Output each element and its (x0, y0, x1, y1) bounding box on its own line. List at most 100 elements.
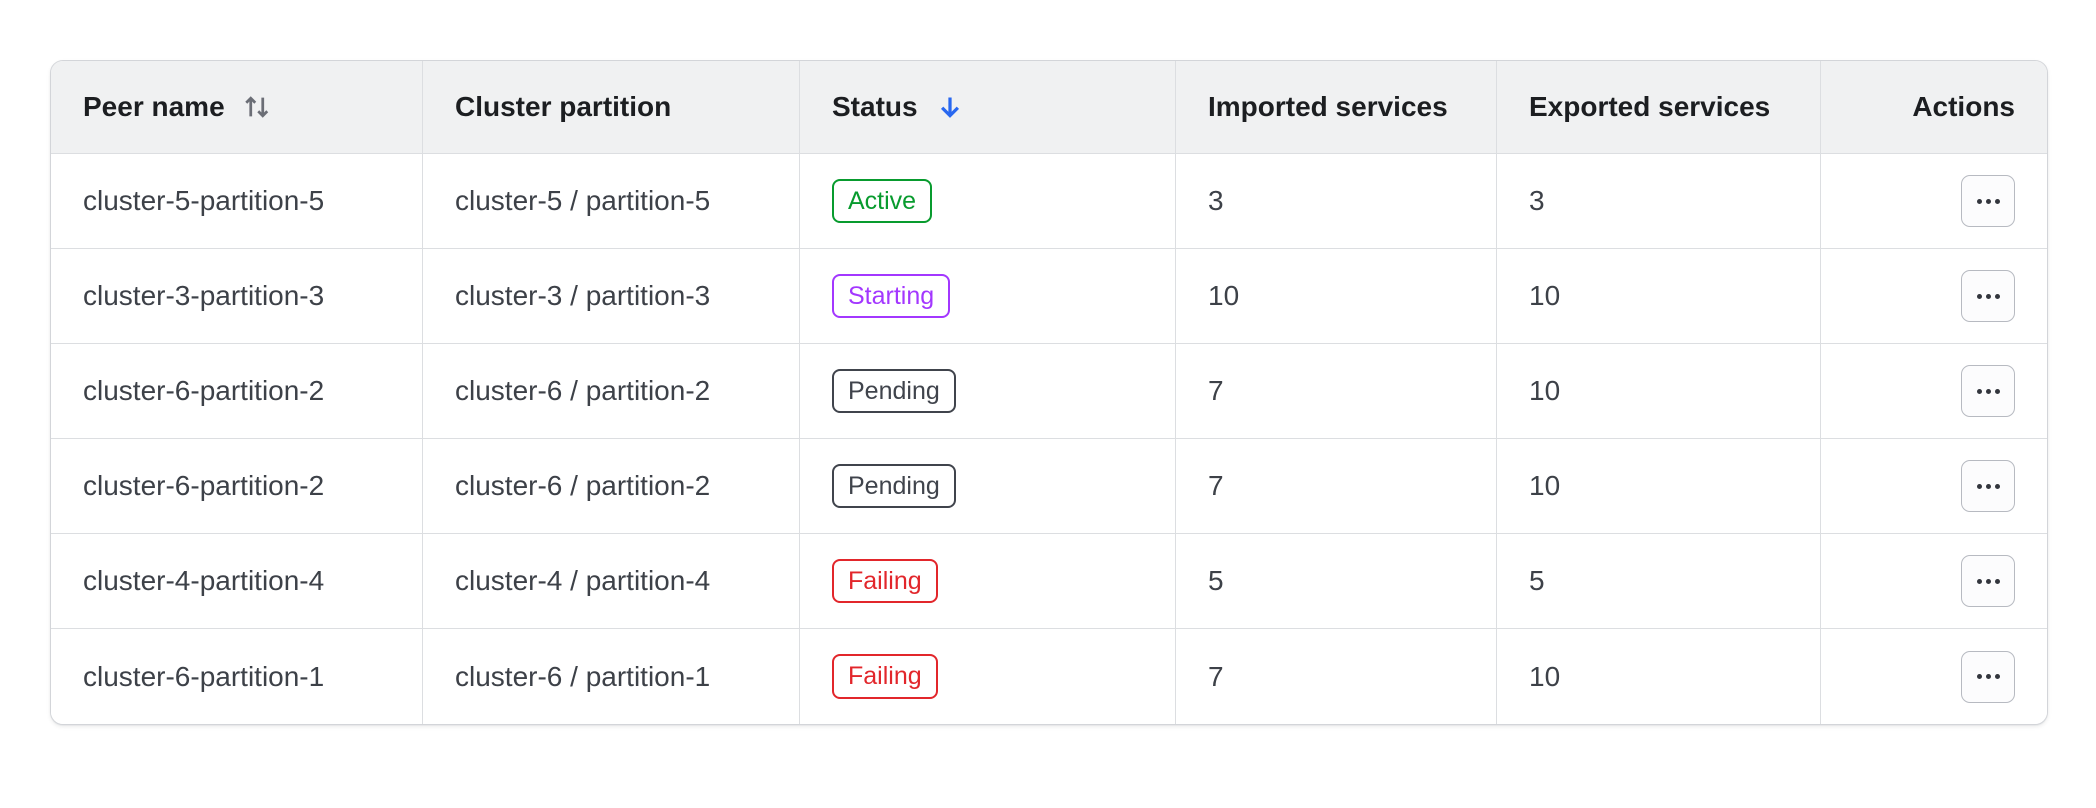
table-row: cluster-3-partition-3 cluster-3 / partit… (51, 249, 2047, 344)
actions-cell (1821, 629, 2047, 724)
column-header-cluster-partition: Cluster partition (423, 61, 800, 154)
status-badge: Pending (832, 463, 956, 509)
peer-name-cell: cluster-6-partition-2 (51, 344, 423, 439)
imported-services-value: 7 (1208, 660, 1224, 692)
peer-name-cell: cluster-3-partition-3 (51, 249, 423, 344)
imported-services-cell: 7 (1176, 439, 1497, 534)
ellipsis-icon (1976, 388, 2000, 394)
exported-services-cell: 5 (1497, 534, 1821, 629)
peer-name-cell: cluster-4-partition-4 (51, 534, 423, 629)
exported-services-cell: 10 (1497, 249, 1821, 344)
peer-name-cell: cluster-6-partition-2 (51, 439, 423, 534)
table-row: cluster-6-partition-2 cluster-6 / partit… (51, 439, 2047, 534)
exported-services-cell: 10 (1497, 344, 1821, 439)
row-actions-button[interactable] (1961, 270, 2015, 322)
exported-services-value: 5 (1529, 565, 1545, 596)
status-badge: Starting (832, 273, 951, 319)
actions-cell (1821, 249, 2047, 344)
column-header-imported-services: Imported services (1176, 61, 1497, 154)
imported-services-cell: 3 (1176, 154, 1497, 249)
exported-services-value: 10 (1529, 375, 1561, 406)
imported-services-value: 7 (1208, 375, 1224, 406)
status-cell: Failing (800, 629, 1176, 724)
imported-services-value: 7 (1208, 470, 1224, 501)
table-row: cluster-6-partition-1 cluster-6 / partit… (51, 629, 2047, 724)
column-label-status: Status (832, 91, 918, 122)
actions-cell (1821, 344, 2047, 439)
cluster-partition-text: cluster-6 / partition-2 (455, 470, 711, 501)
status-badge: Active (832, 178, 933, 224)
exported-services-cell: 3 (1497, 154, 1821, 249)
cluster-partition-cell: cluster-6 / partition-1 (423, 629, 800, 724)
cluster-partition-cell: cluster-4 / partition-4 (423, 534, 800, 629)
peer-name-text: cluster-3-partition-3 (83, 280, 325, 311)
cluster-partition-text: cluster-6 / partition-1 (455, 660, 711, 692)
actions-cell (1821, 534, 2047, 629)
column-label-cluster-partition: Cluster partition (455, 91, 672, 122)
ellipsis-icon (1976, 198, 2000, 204)
imported-services-cell: 5 (1176, 534, 1497, 629)
table-row: cluster-5-partition-5 cluster-5 / partit… (51, 154, 2047, 249)
status-cell: Pending (800, 344, 1176, 439)
peers-table-card: Peer name Cluster partit (50, 60, 2048, 725)
actions-cell (1821, 439, 2047, 534)
cluster-partition-text: cluster-5 / partition-5 (455, 185, 711, 216)
column-label-peer-name: Peer name (83, 91, 225, 122)
cluster-partition-text: cluster-4 / partition-4 (455, 565, 711, 596)
row-actions-button[interactable] (1961, 460, 2015, 512)
cluster-partition-text: cluster-3 / partition-3 (455, 280, 711, 311)
actions-cell (1821, 154, 2047, 249)
cluster-partition-cell: cluster-5 / partition-5 (423, 154, 800, 249)
ellipsis-icon (1976, 483, 2000, 489)
peer-name-text: cluster-4-partition-4 (83, 565, 325, 596)
peer-name-text: cluster-6-partition-2 (83, 375, 325, 406)
status-badge: Pending (832, 368, 956, 414)
column-header-status[interactable]: Status (800, 61, 1176, 154)
peers-table: Peer name Cluster partit (51, 61, 2047, 724)
ellipsis-icon (1976, 674, 2000, 679)
peer-name-cell: cluster-6-partition-1 (51, 629, 423, 724)
cluster-partition-text: cluster-6 / partition-2 (455, 375, 711, 406)
cluster-partition-cell: cluster-6 / partition-2 (423, 439, 800, 534)
column-label-imported-services: Imported services (1208, 91, 1448, 122)
status-cell: Active (800, 154, 1176, 249)
imported-services-value: 5 (1208, 565, 1224, 596)
ellipsis-icon (1976, 578, 2000, 584)
peer-name-text: cluster-6-partition-1 (83, 660, 325, 692)
exported-services-cell: 10 (1497, 629, 1821, 724)
sort-descending-icon[interactable] (935, 92, 965, 122)
cluster-partition-cell: cluster-6 / partition-2 (423, 344, 800, 439)
cluster-partition-cell: cluster-3 / partition-3 (423, 249, 800, 344)
row-actions-button[interactable] (1961, 175, 2015, 227)
imported-services-value: 3 (1208, 185, 1224, 216)
ellipsis-icon (1976, 293, 2000, 299)
row-actions-button[interactable] (1961, 365, 2015, 417)
column-header-actions: Actions (1821, 61, 2047, 154)
column-header-peer-name[interactable]: Peer name (51, 61, 423, 154)
exported-services-value: 10 (1529, 660, 1561, 692)
exported-services-value: 10 (1529, 280, 1561, 311)
exported-services-cell: 10 (1497, 439, 1821, 534)
exported-services-value: 3 (1529, 185, 1545, 216)
status-cell: Starting (800, 249, 1176, 344)
imported-services-cell: 10 (1176, 249, 1497, 344)
imported-services-value: 10 (1208, 280, 1240, 311)
column-label-exported-services: Exported services (1529, 91, 1771, 122)
peer-name-cell: cluster-5-partition-5 (51, 154, 423, 249)
row-actions-button[interactable] (1961, 650, 2015, 703)
table-row: cluster-4-partition-4 cluster-4 / partit… (51, 534, 2047, 629)
table-row: cluster-6-partition-2 cluster-6 / partit… (51, 344, 2047, 439)
peer-name-text: cluster-6-partition-2 (83, 470, 325, 501)
status-badge: Failing (832, 654, 938, 699)
status-cell: Pending (800, 439, 1176, 534)
exported-services-value: 10 (1529, 470, 1561, 501)
imported-services-cell: 7 (1176, 344, 1497, 439)
peer-name-text: cluster-5-partition-5 (83, 185, 325, 216)
imported-services-cell: 7 (1176, 629, 1497, 724)
sort-toggle-icon[interactable] (242, 92, 272, 122)
table-body: cluster-5-partition-5 cluster-5 / partit… (51, 154, 2047, 724)
status-cell: Failing (800, 534, 1176, 629)
table-header-row: Peer name Cluster partit (51, 61, 2047, 154)
row-actions-button[interactable] (1961, 555, 2015, 607)
column-label-actions: Actions (1912, 91, 2015, 122)
